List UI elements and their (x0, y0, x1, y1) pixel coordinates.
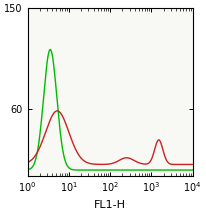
X-axis label: FL1-H: FL1-H (94, 200, 126, 210)
